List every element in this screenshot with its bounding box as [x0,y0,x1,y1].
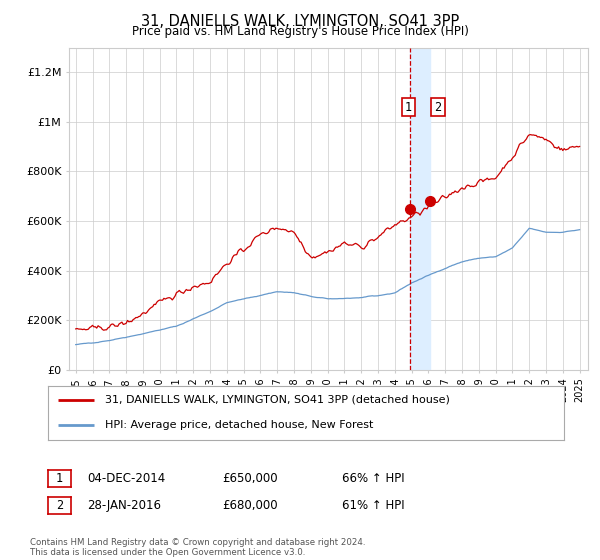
Text: £650,000: £650,000 [222,472,278,486]
Text: 66% ↑ HPI: 66% ↑ HPI [342,472,404,486]
Text: 04-DEC-2014: 04-DEC-2014 [87,472,165,486]
Text: 1: 1 [405,101,412,114]
Text: 2: 2 [434,101,442,114]
Text: Price paid vs. HM Land Registry's House Price Index (HPI): Price paid vs. HM Land Registry's House … [131,25,469,38]
Text: HPI: Average price, detached house, New Forest: HPI: Average price, detached house, New … [105,419,373,430]
Text: 61% ↑ HPI: 61% ↑ HPI [342,498,404,512]
Text: 1: 1 [56,472,63,486]
Text: £680,000: £680,000 [222,498,278,512]
Text: 28-JAN-2016: 28-JAN-2016 [87,498,161,512]
Text: 31, DANIELLS WALK, LYMINGTON, SO41 3PP: 31, DANIELLS WALK, LYMINGTON, SO41 3PP [141,14,459,29]
Text: 2: 2 [56,498,63,512]
Text: 31, DANIELLS WALK, LYMINGTON, SO41 3PP (detached house): 31, DANIELLS WALK, LYMINGTON, SO41 3PP (… [105,395,449,405]
Text: Contains HM Land Registry data © Crown copyright and database right 2024.
This d: Contains HM Land Registry data © Crown c… [30,538,365,557]
Bar [410,48,430,370]
